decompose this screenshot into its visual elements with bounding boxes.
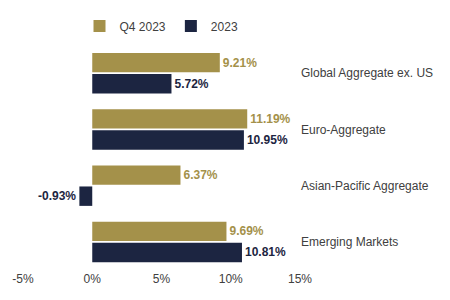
svg-text:Asian-Pacific Aggregate: Asian-Pacific Aggregate (301, 179, 429, 193)
svg-text:Q4 2023: Q4 2023 (120, 20, 166, 34)
svg-text:5.72%: 5.72% (174, 77, 208, 91)
svg-text:10%: 10% (219, 272, 243, 286)
svg-text:6.37%: 6.37% (183, 168, 217, 182)
svg-text:9.21%: 9.21% (223, 56, 257, 70)
svg-text:9.69%: 9.69% (229, 224, 263, 238)
svg-text:-0.93%: -0.93% (38, 189, 76, 203)
svg-text:-5%: -5% (12, 272, 34, 286)
svg-text:0%: 0% (84, 272, 102, 286)
svg-text:10.81%: 10.81% (245, 245, 286, 259)
svg-text:Global Aggregate ex. US: Global Aggregate ex. US (301, 66, 433, 80)
svg-text:5%: 5% (153, 272, 171, 286)
svg-text:Emerging Markets: Emerging Markets (301, 235, 398, 249)
svg-text:15%: 15% (288, 272, 312, 286)
svg-text:10.95%: 10.95% (247, 133, 288, 147)
svg-text:2023: 2023 (211, 20, 238, 34)
svg-text:11.19%: 11.19% (250, 112, 290, 126)
svg-text:Euro-Aggregate: Euro-Aggregate (301, 123, 386, 137)
